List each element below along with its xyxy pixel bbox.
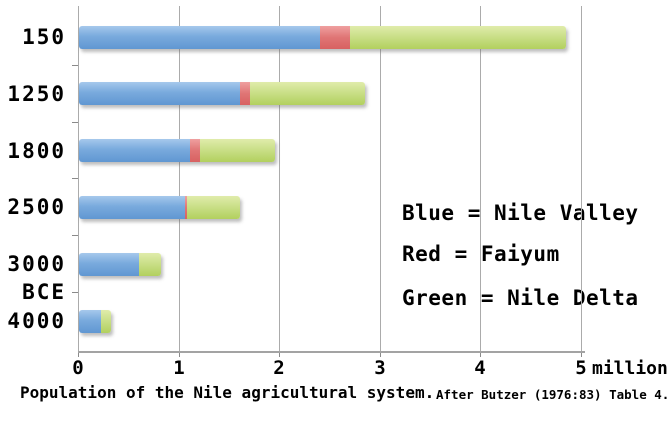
x-axis-tick — [78, 351, 79, 357]
chart-caption: Population of the Nile agricultural syst… — [20, 383, 435, 402]
bar-segment-faiyum — [185, 196, 187, 219]
bar-row — [79, 310, 111, 333]
x-axis-tick — [179, 351, 180, 357]
gridline — [581, 6, 582, 351]
y-axis-label: 1250 — [7, 82, 66, 106]
bar-segment-nile-delta — [200, 139, 275, 162]
legend-entry-nile-delta: Green = Nile Delta — [402, 286, 639, 310]
y-axis-tick — [72, 292, 78, 293]
y-axis-tick — [72, 178, 78, 179]
y-axis-tick — [72, 235, 78, 236]
x-tick-label: 5 — [575, 357, 587, 379]
bar-segment-faiyum — [240, 82, 250, 105]
y-axis-label: 3000 — [7, 252, 66, 276]
gridline — [380, 6, 381, 351]
y-axis-line — [78, 6, 79, 351]
bar-segment-nile-delta — [350, 26, 566, 49]
legend-entry-nile-valley: Blue = Nile Valley — [402, 201, 639, 225]
y-axis-label: 150 — [22, 25, 66, 49]
bar-row — [79, 139, 275, 162]
gridline — [480, 6, 481, 351]
gridline — [279, 6, 280, 351]
bar-segment-nile-valley — [79, 139, 190, 162]
bar-segment-nile-valley — [79, 82, 240, 105]
y-axis-label: 2500 — [7, 195, 66, 219]
bar-segment-nile-valley — [79, 26, 320, 49]
gridline — [179, 6, 180, 351]
x-tick-label: 2 — [273, 357, 285, 379]
y-axis-tick — [72, 65, 78, 66]
x-axis-tick — [581, 351, 582, 357]
x-axis-line — [78, 351, 585, 353]
bar-segment-nile-delta — [250, 82, 365, 105]
bar-row — [79, 253, 161, 276]
y-axis-label: 4000 — [7, 309, 66, 333]
x-tick-label: 3 — [374, 357, 386, 379]
bar-segment-faiyum — [320, 26, 350, 49]
y-axis-tick — [72, 122, 78, 123]
bar-segment-nile-delta — [101, 310, 111, 333]
bar-row — [79, 26, 566, 49]
bar-segment-nile-delta — [187, 196, 240, 219]
x-tick-label: 4 — [474, 357, 486, 379]
bar-segment-nile-valley — [79, 310, 101, 333]
bar-row — [79, 196, 240, 219]
x-axis-tick — [279, 351, 280, 357]
bar-row — [79, 82, 365, 105]
bar-segment-nile-delta — [139, 253, 161, 276]
x-axis-tick — [380, 351, 381, 357]
bar-segment-faiyum — [190, 139, 200, 162]
bar-segment-nile-valley — [79, 253, 139, 276]
y-axis-label: 1800 — [7, 139, 66, 163]
x-tick-label: 0 — [72, 357, 84, 379]
y-axis-era-label: BCE — [22, 280, 66, 304]
bar-segment-nile-valley — [79, 196, 185, 219]
x-tick-label: 1 — [173, 357, 185, 379]
x-axis-unit-label: million — [592, 358, 668, 379]
chart-source-note: After Butzer (1976:83) Table 4. — [436, 387, 670, 402]
x-axis-tick — [480, 351, 481, 357]
